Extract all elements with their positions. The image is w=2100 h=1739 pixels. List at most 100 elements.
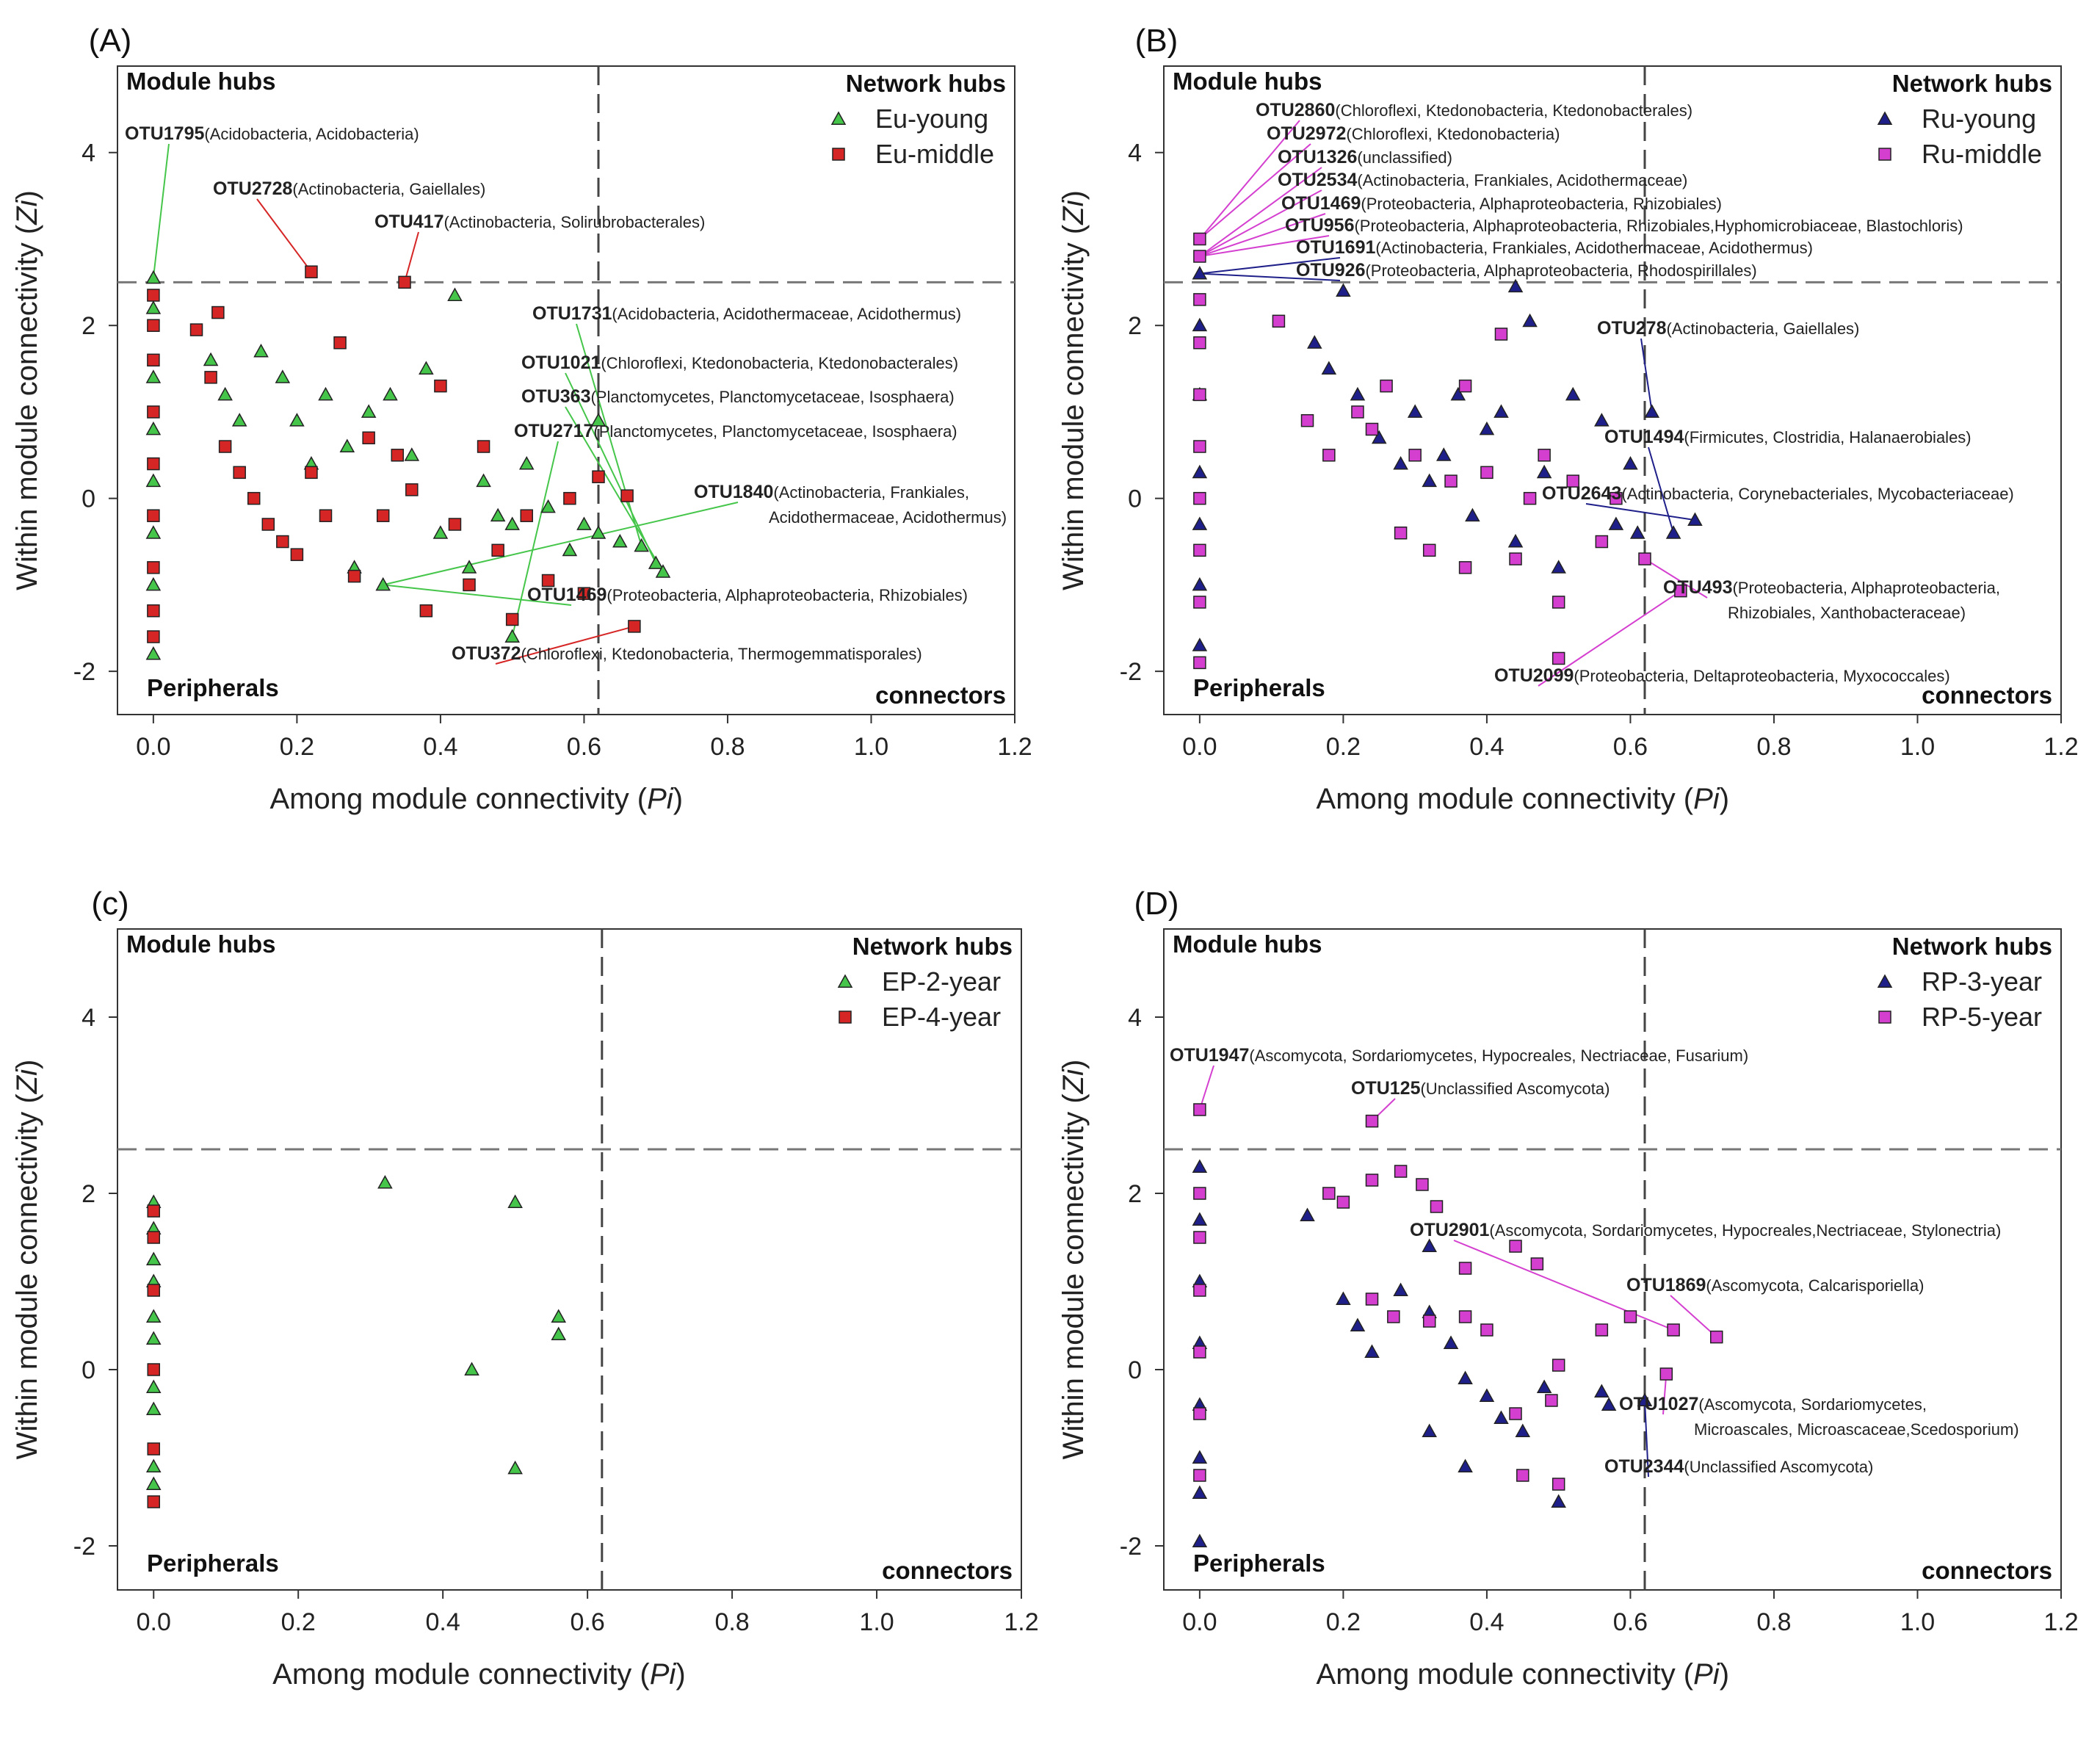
data-point xyxy=(147,561,160,574)
data-point xyxy=(147,630,160,643)
data-point xyxy=(1637,1392,1653,1406)
data-point xyxy=(147,1363,160,1376)
data-point xyxy=(1430,1200,1444,1213)
y-tick-label: 0 xyxy=(1128,1356,1142,1384)
data-point xyxy=(1192,464,1208,479)
annotation-label-line2: Acidothermaceae, Acidothermus) xyxy=(769,508,1007,527)
data-point xyxy=(1674,584,1687,598)
series-EP-4-year xyxy=(147,1204,160,1508)
data-point xyxy=(204,371,217,384)
annotation-leader xyxy=(1643,1400,1649,1478)
data-point xyxy=(145,473,162,488)
y-axis-label: Within module connectivity (Zi) xyxy=(1057,1060,1090,1460)
x-tick-label: 1.2 xyxy=(1004,1608,1038,1636)
data-point xyxy=(655,564,671,578)
data-point xyxy=(1193,250,1206,263)
legend-entry: Eu-young xyxy=(875,104,988,134)
data-point xyxy=(1394,527,1408,540)
quadrant-connectors: connectors xyxy=(1922,682,2052,709)
y-tick-label: 0 xyxy=(82,1356,95,1384)
annotation-label: OTU1027(Ascomycota, Sordariomycetes, xyxy=(1619,1394,1927,1414)
data-point xyxy=(1192,266,1208,280)
data-point xyxy=(1322,449,1336,462)
data-point xyxy=(1551,560,1566,574)
series-Ru-middle xyxy=(1193,232,1687,670)
data-point xyxy=(1321,361,1337,375)
data-point xyxy=(275,369,291,383)
data-point xyxy=(1365,1114,1379,1128)
data-point xyxy=(231,413,247,427)
x-tick-label: 0.2 xyxy=(1326,1608,1361,1636)
x-tick-label: 1.2 xyxy=(2043,733,2078,761)
data-point xyxy=(476,473,491,488)
annotation-label: OTU372(Chloroflexi, Ktedonobacteria, The… xyxy=(452,643,922,664)
y-tick-label: 4 xyxy=(1128,140,1142,167)
data-point xyxy=(383,386,398,401)
legend-marker xyxy=(832,148,845,161)
data-point xyxy=(1416,1178,1429,1191)
data-point xyxy=(1458,1458,1473,1472)
data-point xyxy=(463,578,476,592)
quadrant-module-hubs: Module hubs xyxy=(1173,68,1322,95)
data-point xyxy=(504,516,520,530)
data-point xyxy=(147,319,160,332)
annotation-leader xyxy=(383,584,572,606)
x-axis-label: Among module connectivity (Pi) xyxy=(1317,783,1729,815)
data-point xyxy=(1536,1379,1552,1393)
y-axis-label: Within module connectivity (Zi) xyxy=(11,190,43,590)
x-tick-label: 0.8 xyxy=(714,1608,749,1636)
data-point xyxy=(211,306,225,319)
data-point xyxy=(1545,1394,1558,1407)
data-point xyxy=(1595,535,1609,549)
y-tick-label: 0 xyxy=(1128,485,1142,513)
data-point xyxy=(1458,561,1472,574)
data-point xyxy=(1336,283,1351,297)
annotation-label: OTU1494(Firmicutes, Clostridia, Halanaer… xyxy=(1604,427,1972,447)
annotation-label: OTU493(Proteobacteria, Alphaproteobacter… xyxy=(1663,577,2000,598)
annotation-label: OTU1469(Proteobacteria, Alphaproteobacte… xyxy=(527,585,968,605)
series-RP-5-year xyxy=(1193,1103,1723,1491)
annotation-leader xyxy=(565,406,664,573)
data-point xyxy=(562,542,578,557)
data-point xyxy=(590,525,607,539)
data-point xyxy=(505,612,519,626)
annotation-label: OTU2344(Unclassified Ascomycota) xyxy=(1604,1456,1873,1477)
data-point xyxy=(461,560,477,574)
annotation-leader xyxy=(1670,1295,1717,1338)
data-point xyxy=(145,421,162,435)
x-tick-label: 0.4 xyxy=(423,733,457,761)
chart-panel-1: 0.0 0.2 0.4 0.6 0.8 1.0 1.2 -2 0 2 4 Among module c… xyxy=(11,23,1032,815)
data-point xyxy=(1407,404,1423,418)
series-Eu-young xyxy=(145,270,671,660)
data-point xyxy=(1465,507,1480,522)
data-point xyxy=(1507,533,1524,548)
quadrant-module-hubs: Module hubs xyxy=(126,930,275,958)
data-point xyxy=(218,440,232,453)
data-point xyxy=(1623,456,1638,470)
data-point xyxy=(147,1284,160,1297)
data-point xyxy=(1300,1207,1315,1221)
data-point xyxy=(1380,379,1393,393)
data-point xyxy=(147,289,160,302)
y-axis-label: Within module connectivity (Zi) xyxy=(11,1060,43,1460)
panel-label: (c) xyxy=(91,886,128,922)
data-point xyxy=(620,489,634,502)
data-point xyxy=(1629,525,1645,539)
data-point xyxy=(361,404,377,418)
x-tick-label: 0.6 xyxy=(567,733,601,761)
data-point xyxy=(491,543,504,557)
panel-label: (B) xyxy=(1135,23,1178,59)
data-point xyxy=(1659,1367,1673,1381)
data-point xyxy=(577,587,591,600)
data-point xyxy=(145,369,162,383)
data-point xyxy=(1193,491,1206,505)
y-tick-label: 2 xyxy=(82,1180,95,1208)
data-point xyxy=(434,379,447,393)
x-tick-label: 0.4 xyxy=(1469,1608,1504,1636)
data-point xyxy=(1193,656,1206,670)
data-point xyxy=(1393,456,1408,470)
panel-label: (D) xyxy=(1134,886,1178,922)
chart-panel-4: 0.0 0.2 0.4 0.6 0.8 1.0 1.2 -2 0 2 4 Among module c… xyxy=(1057,886,2079,1691)
data-point xyxy=(145,1458,162,1472)
annotation-leader xyxy=(1648,446,1675,534)
